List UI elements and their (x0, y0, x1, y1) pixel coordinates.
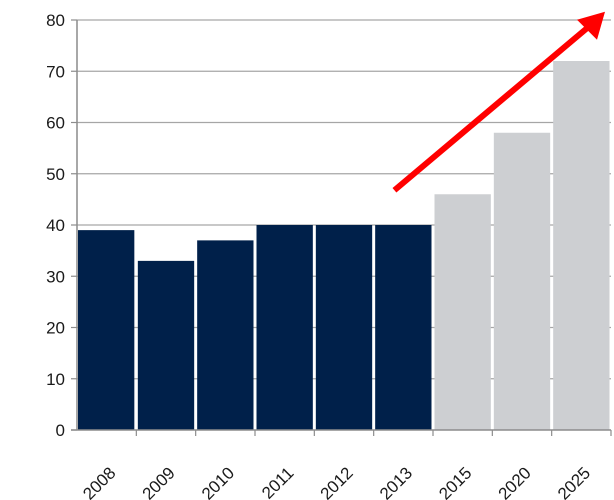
annotations (392, 11, 605, 193)
bar-2011 (256, 225, 313, 430)
x-tick-label: 2015 (435, 463, 475, 500)
x-tick-label: 2009 (139, 463, 179, 500)
y-tick-label: 80 (46, 11, 65, 30)
bars (78, 61, 610, 430)
bar-2020 (493, 132, 551, 430)
bar-2015 (434, 194, 491, 430)
bar-2025 (553, 61, 610, 430)
bar-2009 (137, 260, 195, 430)
y-tick-label: 50 (46, 165, 65, 184)
y-tick-label: 0 (56, 421, 65, 440)
y-tick-label: 20 (46, 319, 65, 338)
y-tick-label: 40 (46, 216, 65, 235)
x-tick-label: 2025 (554, 463, 594, 500)
bar-2008 (78, 230, 135, 430)
x-tick-label: 2008 (79, 463, 119, 500)
y-tick-label: 10 (46, 370, 65, 389)
y-tick-label: 30 (46, 267, 65, 286)
x-tick-label: 2020 (495, 463, 535, 500)
x-tick-label: 2010 (198, 463, 238, 500)
axes (71, 19, 612, 436)
bar-2013 (375, 225, 432, 430)
x-tick-label: 2013 (376, 463, 416, 500)
bar-2010 (197, 240, 254, 430)
trend-arrowhead (577, 11, 605, 40)
x-tick-label: 2011 (258, 463, 297, 500)
y-tick-labels: 0 10 20 30 40 50 60 70 80 (46, 11, 65, 440)
y-tick-label: 70 (46, 62, 65, 81)
y-tick-label: 60 (46, 114, 65, 133)
x-tick-labels: 2008 2009 2010 2011 2012 2013 2015 2020 2025 (79, 463, 594, 500)
x-tick-label: 2012 (317, 463, 357, 500)
bar-2012 (315, 225, 373, 430)
trend-arrow (392, 17, 599, 193)
